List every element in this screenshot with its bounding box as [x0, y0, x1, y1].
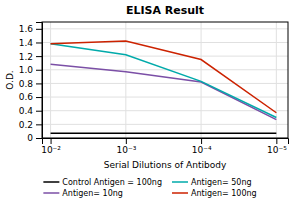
series-group: [51, 41, 277, 133]
series-line: [51, 44, 277, 118]
legend-item: Antigen= 50ng: [172, 178, 252, 187]
grid: [42, 22, 288, 138]
plot-area: 10⁻² 10⁻³ 10⁻⁴ 10⁻⁵ 0 0.2 0.4 0.6 0.8 1.0 1.2 1.4 1.…: [19, 22, 289, 155]
y-tick-mark: [36, 111, 42, 112]
x-tick-label: 10⁻⁴: [192, 145, 212, 155]
y-tick: 1.4: [19, 38, 42, 48]
legend-item: Antigen= 100ng: [172, 189, 257, 198]
y-tick: 0.2: [19, 120, 42, 130]
x-tick: 10⁻²: [41, 138, 61, 155]
x-tick-mark: [201, 138, 202, 144]
x-tick-mark: [51, 138, 52, 144]
y-tick-mark: [36, 70, 42, 71]
x-tick-mark: [126, 138, 127, 144]
y-tick-label: 0: [27, 133, 33, 143]
y-axis: 0 0.2 0.4 0.6 0.8 1.0 1.2 1.4 1.6: [19, 23, 43, 144]
y-tick: 1.2: [19, 51, 42, 61]
y-tick-mark: [36, 29, 42, 30]
x-tick-mark: [276, 138, 277, 144]
legend-item: Antigen= 10ng: [43, 189, 123, 198]
x-tick: 10⁻⁴: [192, 138, 212, 155]
x-tick-label: 10⁻³: [116, 145, 136, 155]
plot-frame: [42, 22, 288, 138]
series-line: [51, 41, 277, 113]
x-axis: 10⁻² 10⁻³ 10⁻⁴ 10⁻⁵: [41, 138, 288, 155]
series-line: [51, 64, 277, 119]
y-tick-label: 1.0: [19, 65, 34, 75]
grid-line: [42, 83, 288, 84]
legend: Control Antigen = 100ng Antigen= 10ng Anti…: [43, 178, 256, 198]
y-tick-mark: [36, 42, 42, 43]
y-tick: 0.6: [19, 92, 42, 102]
grid-line: [42, 28, 288, 29]
y-tick-mark: [36, 138, 42, 139]
x-tick: 10⁻⁵: [267, 138, 287, 155]
legend-swatch: [172, 181, 188, 183]
y-tick-mark: [36, 124, 42, 125]
x-tick-label: 10⁻⁵: [267, 145, 287, 155]
grid-line: [42, 69, 288, 70]
legend-swatch: [43, 192, 59, 194]
x-tick: 10⁻³: [116, 138, 136, 155]
legend-label: Antigen= 10ng: [62, 189, 123, 198]
series-line: [51, 132, 277, 134]
x-tick-label: 10⁻²: [41, 145, 61, 155]
grid-line: [42, 97, 288, 98]
chart: 10⁻² 10⁻³ 10⁻⁴ 10⁻⁵ 0 0.2 0.4 0.6 0.8 1.0 1.2 1.4 1.…: [0, 0, 300, 200]
y-tick-label: 0.4: [19, 106, 34, 116]
grid-line: [50, 22, 51, 138]
chart-title: ELISA Result: [126, 4, 204, 17]
y-tick-mark: [36, 56, 42, 57]
y-tick: 0.8: [19, 79, 42, 89]
y-tick: 0: [27, 133, 42, 143]
y-tick: 1.0: [19, 65, 42, 75]
legend-label: Antigen= 100ng: [191, 189, 257, 198]
grid-line: [42, 110, 288, 111]
grid-line: [42, 124, 288, 125]
y-tick-label: 0.6: [19, 92, 34, 102]
y-tick-label: 1.6: [19, 24, 34, 34]
grid-line: [125, 22, 126, 138]
y-tick-label: 1.4: [19, 38, 34, 48]
y-tick: 0.4: [19, 106, 42, 116]
grid-line: [276, 22, 277, 138]
y-tick-label: 0.8: [19, 79, 34, 89]
legend-swatch: [43, 181, 59, 183]
legend-label: Antigen= 50ng: [191, 178, 252, 187]
y-tick: 1.6: [19, 24, 42, 34]
grid-line: [42, 56, 288, 57]
y-tick-label: 0.2: [19, 120, 33, 130]
legend-swatch: [172, 192, 188, 194]
legend-item: Control Antigen = 100ng: [43, 178, 162, 187]
x-axis-line: [43, 139, 289, 145]
y-tick-label: 1.2: [19, 51, 33, 61]
legend-label: Control Antigen = 100ng: [62, 178, 162, 187]
y-tick-mark: [36, 97, 42, 98]
y-tick-mark: [36, 83, 42, 84]
grid-line: [201, 22, 202, 138]
x-axis-title: Serial Dilutions of Antibody: [104, 160, 227, 170]
y-axis-title: O.D.: [5, 70, 15, 89]
